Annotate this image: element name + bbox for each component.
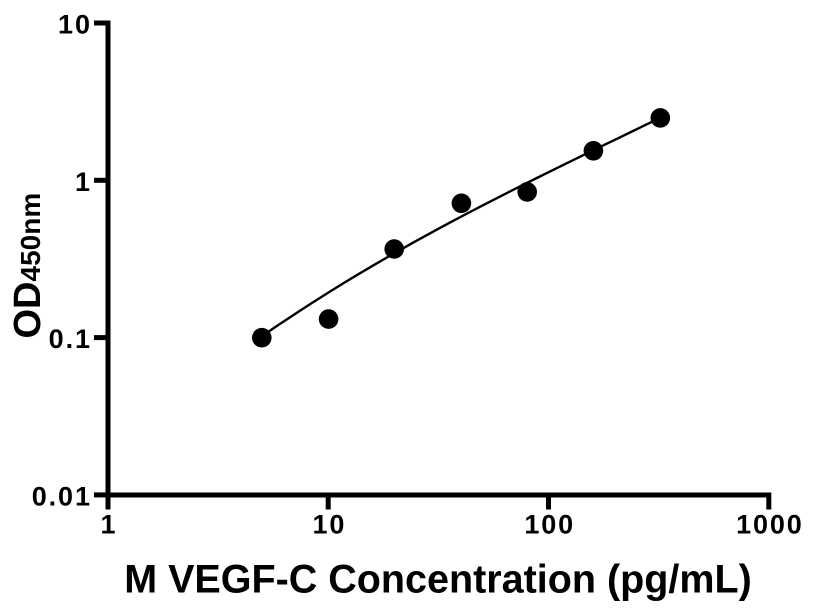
svg-text:0.01: 0.01 xyxy=(32,481,92,511)
svg-text:OD450nm: OD450nm xyxy=(7,193,49,339)
svg-text:0.1: 0.1 xyxy=(49,324,92,354)
svg-text:10: 10 xyxy=(58,10,92,40)
svg-text:1000: 1000 xyxy=(736,510,804,540)
svg-text:100: 100 xyxy=(524,510,575,540)
svg-text:1: 1 xyxy=(75,167,92,197)
svg-text:1: 1 xyxy=(101,510,118,540)
svg-text:M VEGF-C Concentration (pg/mL): M VEGF-C Concentration (pg/mL) xyxy=(124,558,752,602)
svg-text:10: 10 xyxy=(312,510,346,540)
